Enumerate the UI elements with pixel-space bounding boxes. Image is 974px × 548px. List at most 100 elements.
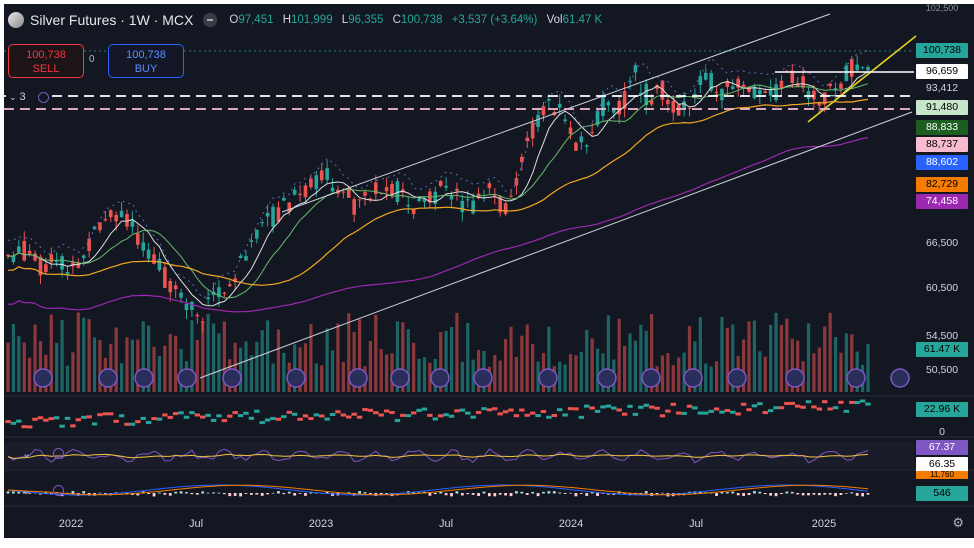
volume-bar — [547, 326, 551, 392]
obv-step — [10, 421, 17, 425]
macd-hist-bar — [428, 493, 432, 496]
volume-bar — [449, 327, 454, 392]
symbol-title[interactable]: Silver Futures · 1W · MCX — [30, 12, 194, 28]
indicator-count: 3 — [19, 91, 26, 103]
obv-step — [535, 414, 541, 418]
volume-bar — [844, 333, 848, 392]
macd-hist-bar — [28, 493, 32, 494]
rsi-pane-controls[interactable]: ⌄ — [22, 447, 65, 460]
obv-step — [854, 401, 860, 405]
macd-hist-bar — [482, 491, 486, 494]
macd-hist-bar — [98, 492, 102, 494]
macd-hist-bar — [439, 491, 443, 494]
obv-step — [26, 425, 33, 429]
volume-bar — [174, 335, 178, 392]
macd-hist-bar — [287, 491, 291, 494]
volume-bar — [206, 313, 210, 392]
obv-step — [373, 411, 379, 415]
candle-body — [660, 80, 665, 100]
obv-step — [356, 415, 363, 419]
obv-step — [816, 407, 823, 411]
obv-step — [778, 406, 785, 410]
candle-body — [801, 76, 805, 88]
candle-body — [525, 137, 530, 141]
obv-step — [708, 409, 714, 413]
macd-hist-bar — [163, 493, 167, 495]
candle-body — [530, 122, 535, 139]
macd-hist-bar — [817, 493, 821, 496]
event-marker-icon — [846, 368, 866, 388]
macd-hist-bar — [136, 493, 140, 496]
obv-step — [551, 413, 557, 417]
candle-body — [444, 185, 448, 188]
macd-hist-bar — [244, 493, 248, 494]
volume-bar — [752, 320, 757, 392]
eye-icon[interactable] — [53, 485, 65, 496]
obv-step — [275, 417, 282, 421]
macd-hist-bar — [585, 493, 589, 496]
candle-body — [806, 91, 811, 99]
macd-hist-bar — [623, 493, 627, 494]
candle-body — [341, 191, 346, 193]
event-marker-icon — [98, 368, 118, 388]
obv-step — [70, 424, 76, 428]
sell-button[interactable]: 100,738 SELL — [8, 44, 84, 78]
obv-step — [124, 422, 130, 426]
candle-body — [249, 240, 254, 242]
candle-body — [514, 178, 519, 186]
volume-bar — [660, 355, 665, 392]
candle-body — [357, 199, 362, 201]
obv-step — [605, 404, 612, 408]
volume-bar — [460, 361, 464, 392]
macd-hist-bar — [552, 491, 556, 494]
candle-body — [687, 108, 692, 110]
macd-hist-bar — [655, 493, 659, 495]
volume-bar — [357, 319, 362, 392]
macd-hist-bar — [304, 493, 307, 496]
candle-body — [195, 314, 200, 317]
candle-body — [774, 84, 778, 101]
x-tick: Jul — [688, 518, 704, 530]
candle-body — [574, 142, 578, 151]
macd-hist-bar — [628, 493, 632, 496]
candle-body — [168, 281, 173, 293]
eye-icon[interactable] — [37, 91, 49, 103]
change-value: +3,537 (+3.64%) — [451, 14, 538, 26]
obv-step — [232, 411, 238, 415]
macd-hist-bar — [271, 492, 275, 494]
obv-step — [416, 408, 422, 412]
indicators-toggle[interactable]: ⌄ 3 — [6, 91, 52, 103]
candle-body — [866, 67, 870, 71]
chevron-down-icon[interactable]: ⌄ — [22, 448, 32, 460]
eye-icon[interactable] — [53, 448, 65, 459]
macd-pane-controls[interactable]: ⌄ — [22, 484, 65, 497]
collapse-legend-icon[interactable] — [203, 13, 218, 27]
macd-hist-bar — [493, 493, 497, 497]
obv-step — [811, 405, 817, 409]
obv-step — [773, 406, 779, 410]
obv-step — [297, 417, 303, 421]
volume-bar — [412, 342, 416, 392]
volume-bar — [520, 335, 524, 392]
buy-button[interactable]: 100,738 BUY — [108, 44, 184, 78]
obv-step — [621, 412, 628, 416]
candle-body — [487, 183, 492, 189]
chevron-down-icon[interactable]: ⌄ — [22, 485, 32, 497]
settings-icon[interactable]: ⚙ — [952, 515, 964, 530]
obv-step — [102, 412, 109, 416]
candle-body — [303, 185, 308, 198]
macd-hist-bar — [487, 493, 491, 497]
obv-step — [200, 415, 206, 419]
candle-body — [184, 303, 189, 311]
macd-hist-bar — [579, 493, 583, 494]
candle-body — [768, 88, 773, 96]
macd-hist-bar — [174, 491, 178, 494]
macd-hist-bar — [147, 493, 151, 495]
macd-hist-bar — [525, 493, 529, 495]
candle-body — [622, 91, 627, 110]
volume-bar — [514, 356, 519, 392]
candle-body — [503, 203, 508, 215]
volume-bar — [812, 353, 816, 392]
